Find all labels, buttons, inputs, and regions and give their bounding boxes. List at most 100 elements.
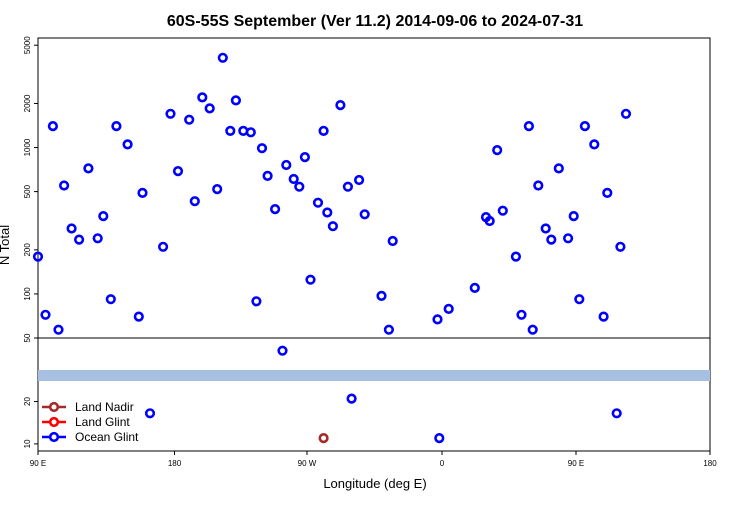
point-ocean-glint bbox=[376, 290, 387, 302]
point-ocean-glint bbox=[469, 282, 480, 294]
legend-marker bbox=[48, 416, 60, 428]
point-ocean-glint bbox=[144, 408, 156, 419]
point-ocean-glint bbox=[262, 170, 273, 181]
point-ocean-glint bbox=[318, 125, 329, 136]
point-ocean-glint bbox=[212, 184, 223, 195]
point-ocean-glint bbox=[172, 166, 184, 177]
point-ocean-glint bbox=[92, 233, 103, 244]
legend-marker bbox=[48, 401, 60, 413]
y-tick-label: 2000 bbox=[23, 94, 32, 112]
point-ocean-glint bbox=[322, 207, 333, 218]
point-ocean-glint bbox=[53, 324, 64, 335]
point-ocean-glint bbox=[497, 205, 508, 216]
y-tick-label: 1000 bbox=[23, 138, 32, 156]
x-tick-label: 90 E bbox=[568, 459, 584, 468]
x-tick-label: 90 E bbox=[30, 459, 46, 468]
y-axis-title: N Total bbox=[0, 225, 12, 265]
point-ocean-glint bbox=[510, 251, 522, 262]
point-ocean-glint bbox=[516, 309, 527, 320]
point-ocean-glint bbox=[598, 311, 609, 322]
point-ocean-glint bbox=[98, 211, 109, 222]
point-ocean-glint bbox=[327, 221, 339, 232]
point-ocean-glint bbox=[189, 196, 200, 207]
point-land-nadir bbox=[318, 433, 329, 444]
point-ocean-glint bbox=[492, 145, 503, 156]
point-ocean-glint bbox=[574, 294, 585, 305]
x-axis: 90 E 180 90 W 0 90 E 180 bbox=[30, 451, 717, 468]
point-ocean-glint bbox=[354, 174, 365, 186]
point-ocean-glint bbox=[553, 163, 564, 174]
point-ocean-glint bbox=[346, 393, 357, 404]
point-ocean-glint bbox=[579, 120, 591, 132]
point-ocean-glint bbox=[83, 163, 94, 174]
point-ocean-glint bbox=[523, 120, 535, 132]
y-tick-label: 5000 bbox=[23, 36, 32, 54]
plot-frame bbox=[37, 37, 711, 452]
data-points bbox=[32, 52, 632, 444]
point-ocean-glint bbox=[546, 234, 557, 245]
point-ocean-glint bbox=[32, 251, 44, 262]
legend-label: Ocean Glint bbox=[75, 430, 139, 444]
point-ocean-glint bbox=[73, 234, 85, 245]
point-ocean-glint bbox=[305, 274, 316, 285]
point-ocean-glint bbox=[611, 408, 622, 419]
point-ocean-glint bbox=[432, 314, 443, 325]
point-ocean-glint bbox=[111, 120, 122, 132]
point-ocean-glint bbox=[165, 108, 176, 119]
point-ocean-glint bbox=[277, 345, 288, 356]
point-ocean-glint bbox=[204, 103, 215, 114]
point-ocean-glint bbox=[387, 235, 398, 247]
point-ocean-glint bbox=[434, 433, 445, 444]
point-ocean-glint bbox=[540, 223, 551, 234]
point-ocean-glint bbox=[40, 309, 51, 320]
y-tick-label: 200 bbox=[23, 243, 32, 257]
point-ocean-glint bbox=[299, 152, 311, 163]
point-ocean-glint bbox=[230, 95, 241, 106]
x-axis-title: Longitude (deg E) bbox=[323, 476, 426, 491]
point-ocean-glint bbox=[251, 296, 262, 307]
point-ocean-glint bbox=[615, 241, 626, 252]
point-ocean-glint bbox=[335, 99, 346, 111]
point-ocean-glint bbox=[197, 92, 208, 103]
point-ocean-glint bbox=[359, 209, 370, 220]
legend-marker bbox=[48, 431, 60, 443]
point-ocean-glint bbox=[133, 311, 144, 322]
x-tick-label: 90 W bbox=[298, 459, 317, 468]
point-ocean-glint bbox=[568, 211, 579, 222]
point-ocean-glint bbox=[602, 187, 613, 198]
point-ocean-glint bbox=[383, 324, 395, 335]
point-ocean-glint bbox=[137, 187, 148, 198]
point-ocean-glint bbox=[620, 108, 632, 119]
separator-band bbox=[38, 370, 710, 381]
point-ocean-glint bbox=[184, 114, 195, 125]
point-ocean-glint bbox=[312, 197, 324, 208]
y-tick-label: 20 bbox=[23, 397, 32, 406]
chart-title: 60S-55S September (Ver 11.2) 2014-09-06 … bbox=[167, 13, 583, 30]
x-tick-label: 0 bbox=[440, 459, 445, 468]
point-ocean-glint bbox=[288, 173, 299, 185]
legend-label: Land Glint bbox=[75, 415, 130, 429]
y-tick-label: 500 bbox=[23, 184, 32, 198]
y-axis: 50 100 200 500 1000 2000 5000 10 20 bbox=[23, 36, 38, 448]
point-ocean-glint bbox=[217, 52, 228, 63]
point-ocean-glint bbox=[270, 204, 281, 215]
point-ocean-glint bbox=[294, 181, 305, 192]
point-ocean-glint bbox=[47, 120, 59, 132]
point-ocean-glint bbox=[484, 215, 495, 227]
point-ocean-glint bbox=[225, 125, 236, 136]
point-ocean-glint bbox=[256, 143, 268, 154]
point-ocean-glint bbox=[66, 223, 77, 234]
legend-label: Land Nadir bbox=[75, 400, 134, 414]
x-tick-label: 180 bbox=[168, 459, 182, 468]
point-ocean-glint bbox=[58, 180, 70, 191]
point-ocean-glint bbox=[443, 303, 454, 315]
point-ocean-glint bbox=[533, 180, 544, 191]
y-tick-label: 100 bbox=[23, 287, 32, 301]
point-ocean-glint bbox=[245, 127, 256, 138]
point-ocean-glint bbox=[158, 241, 169, 252]
y-tick-label: 10 bbox=[23, 439, 32, 448]
point-ocean-glint bbox=[122, 139, 133, 150]
point-ocean-glint bbox=[342, 181, 354, 192]
